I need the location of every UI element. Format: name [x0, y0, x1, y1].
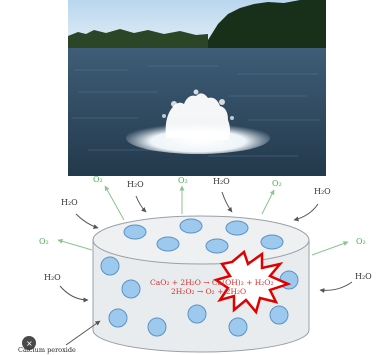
side-granules	[100, 256, 299, 337]
granule	[228, 317, 248, 337]
water-label: H₂O	[213, 177, 230, 186]
water-arrow	[319, 281, 353, 293]
legend: × Calcium peroxide	[18, 320, 101, 354]
oxygen-label: O₂	[272, 179, 282, 188]
granule	[179, 218, 203, 234]
water-arrow	[221, 191, 233, 213]
granule	[205, 238, 229, 254]
water-labels: H₂O H₂O H₂O H₂O H₂O H₂O	[44, 177, 372, 282]
oxygen-label: O₂	[178, 176, 188, 185]
fountain-spray	[162, 89, 234, 140]
legend-x-mark: ×	[26, 339, 33, 348]
water-label: H₂O	[44, 273, 61, 282]
granule	[225, 220, 249, 236]
equation-line-2: 2H₂O₂ → O₂ + 2H₂O	[171, 287, 246, 296]
granule	[121, 279, 141, 299]
water-ripples	[72, 65, 320, 157]
oxygen-label: O₂	[356, 237, 366, 246]
granule	[269, 305, 289, 325]
granule	[260, 234, 284, 250]
oxygen-label: O₂	[39, 237, 49, 246]
oxygen-arrows	[57, 185, 349, 256]
water-label: H₂O	[61, 198, 78, 207]
water-arrow	[75, 213, 99, 229]
granule	[100, 256, 120, 276]
oxygen-arrow	[57, 238, 93, 251]
water-label: H₂O	[355, 272, 372, 281]
granule	[147, 317, 167, 337]
water-label: H₂O	[314, 187, 331, 196]
reaction-burst-icon	[213, 249, 292, 315]
granule	[187, 304, 207, 324]
water-arrow	[293, 203, 319, 222]
granule	[156, 236, 180, 252]
granule	[108, 308, 128, 328]
treeline-right	[208, 0, 326, 60]
treeline-left	[68, 29, 208, 52]
oxygen-arrow	[311, 241, 349, 256]
legend-granule-icon	[22, 336, 36, 350]
oxygen-label: O₂	[93, 175, 103, 184]
granule	[123, 224, 147, 240]
legend-pointer	[65, 320, 101, 346]
equation-line-1: CaO₂ + 2H₂O → Ca(OH)₂ + H₂O₂	[150, 278, 273, 287]
oxygen-arrow	[261, 189, 275, 215]
oxygen-arrow	[104, 185, 125, 221]
water-arrow	[135, 195, 147, 213]
aerator-photo	[68, 0, 326, 176]
water-arrows	[59, 191, 353, 303]
legend-label: Calcium peroxide	[18, 346, 76, 354]
water-arrow	[59, 285, 89, 303]
top-granules	[123, 218, 284, 254]
water-label: H₂O	[127, 180, 144, 189]
oxygen-labels: O₂ O₂ O₂ O₂ O₂	[39, 175, 366, 246]
cylinder-top	[92, 215, 310, 265]
